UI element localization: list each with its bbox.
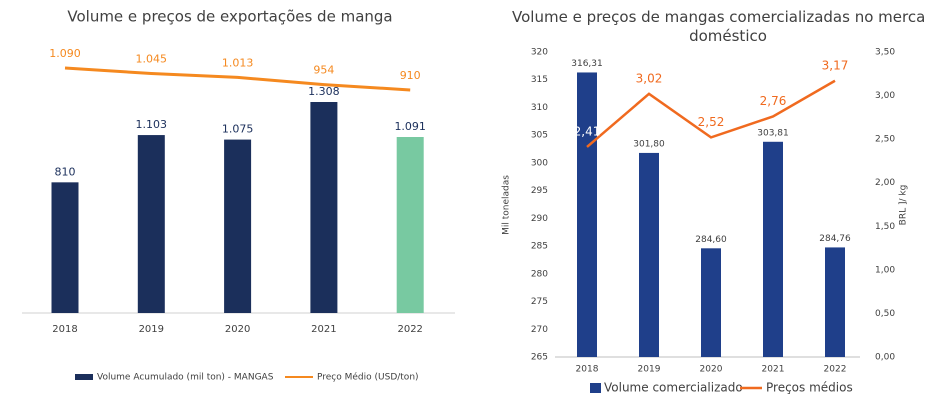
line xyxy=(64,66,411,92)
x-tick-label: 2019 xyxy=(139,324,164,335)
bar xyxy=(701,248,721,357)
data-label: 3,17 xyxy=(822,58,849,72)
y-tick-label: 290 xyxy=(531,214,548,224)
x-tick-label: 2019 xyxy=(638,365,661,375)
x-tick-label: 2020 xyxy=(700,365,723,375)
bar xyxy=(825,247,845,357)
y-tick-label: 285 xyxy=(531,242,548,252)
data-label: 910 xyxy=(400,69,421,82)
y-tick-label: 295 xyxy=(531,186,548,196)
x-tick-label: 2022 xyxy=(397,324,422,335)
y2-axis-label: BRL ]/ kg xyxy=(899,185,909,226)
x-tick-label: 2020 xyxy=(225,324,250,335)
data-label: 1.308 xyxy=(308,85,340,98)
y-tick-label: 320 xyxy=(531,48,548,58)
x-tick-label: 2021 xyxy=(311,324,336,335)
legend-label: Volume Acumulado (mil ton) - MANGAS xyxy=(97,373,274,383)
data-label: 1.090 xyxy=(49,47,81,60)
data-label: 954 xyxy=(313,64,334,77)
legend-swatch xyxy=(75,374,93,380)
y-axis-label: Mil toneladas xyxy=(502,175,512,235)
y-tick-label: 270 xyxy=(531,325,548,335)
y-tick-label: 305 xyxy=(531,131,548,141)
data-label: 1.103 xyxy=(136,118,168,131)
x-tick-label: 2018 xyxy=(52,324,77,335)
bar xyxy=(577,72,597,357)
data-label: 301,80 xyxy=(633,139,665,149)
data-label: 1.045 xyxy=(136,53,168,66)
bar xyxy=(51,182,79,313)
chart-title: Volume e preços de mangas comercializada… xyxy=(512,8,926,45)
y2-tick-label: 1,00 xyxy=(875,265,895,275)
y2-tick-label: 3,50 xyxy=(875,48,895,58)
legend-label: Volume comercializado xyxy=(604,381,743,395)
bar xyxy=(224,139,252,313)
data-label: 284,60 xyxy=(695,235,727,245)
y-tick-label: 275 xyxy=(531,297,548,307)
y2-tick-label: 1,50 xyxy=(875,222,895,232)
chart-title: Volume e preços de exportações de manga xyxy=(67,8,392,26)
y-tick-label: 280 xyxy=(531,269,548,279)
data-label: 2,41 xyxy=(574,124,601,138)
line xyxy=(586,79,836,148)
x-tick-label: 2018 xyxy=(576,365,599,375)
bar xyxy=(137,135,165,313)
y-tick-label: 310 xyxy=(531,103,548,113)
y2-tick-label: 2,00 xyxy=(875,178,895,188)
data-label: 284,76 xyxy=(819,234,851,244)
y2-tick-label: 3,00 xyxy=(875,91,895,101)
data-label: 3,02 xyxy=(636,71,663,85)
legend-swatch xyxy=(590,383,601,393)
legend-label: Preços médios xyxy=(766,381,853,395)
y-tick-label: 300 xyxy=(531,158,548,168)
data-label: 810 xyxy=(55,165,76,178)
y2-tick-label: 0,50 xyxy=(875,309,895,319)
bar xyxy=(639,152,659,357)
data-label: 1.013 xyxy=(222,56,254,69)
data-label: 1.075 xyxy=(222,123,254,136)
y-tick-label: 315 xyxy=(531,75,548,85)
legend-label: Preço Médio (USD/ton) xyxy=(317,372,419,383)
data-label: 316,31 xyxy=(571,59,603,69)
y2-tick-label: 2,50 xyxy=(875,135,895,145)
data-label: 303,81 xyxy=(757,128,789,138)
data-label: 1.091 xyxy=(394,120,426,133)
bar xyxy=(396,137,424,313)
bar xyxy=(310,102,338,313)
y2-tick-label: 0,00 xyxy=(875,353,895,363)
data-label: 2,76 xyxy=(760,94,787,108)
data-label: 2,52 xyxy=(698,115,725,129)
x-tick-label: 2022 xyxy=(824,365,847,375)
bar xyxy=(763,141,783,357)
x-tick-label: 2021 xyxy=(762,365,785,375)
y-tick-label: 265 xyxy=(531,353,548,363)
